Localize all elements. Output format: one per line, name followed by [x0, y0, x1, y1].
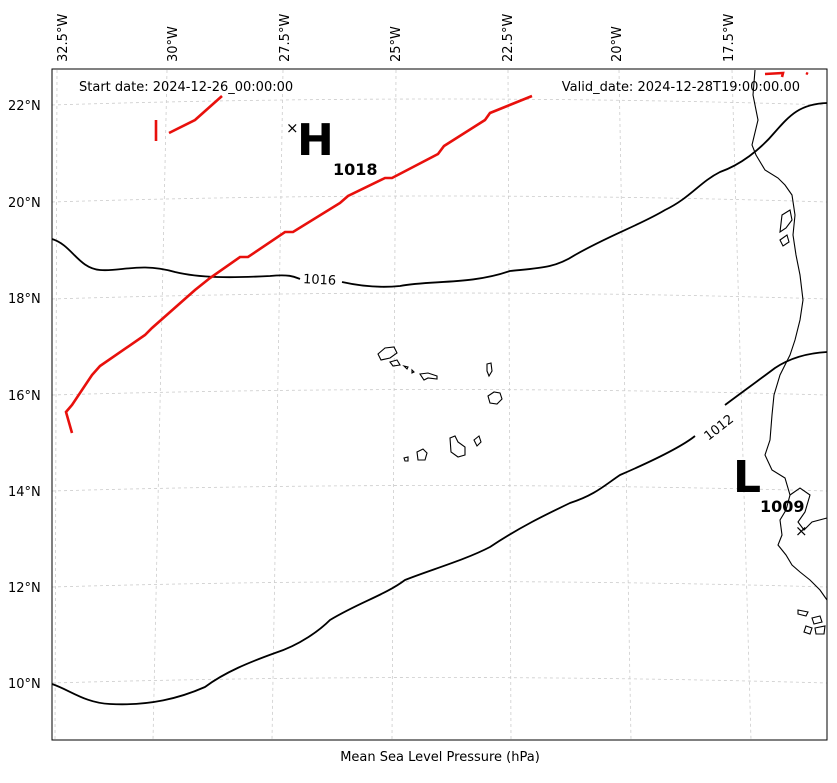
lat-tick-10n: 10°N — [8, 677, 41, 692]
valid-date-label: Valid_date: 2024-12-28T19:00:00.00 — [562, 80, 800, 95]
isobar-label-1016: 1016 — [303, 272, 337, 289]
lat-tick-22n: 22°N — [8, 99, 41, 114]
meridian-25w — [391, 69, 397, 741]
lon-tick-27-5w: 27.5°W — [278, 14, 293, 62]
lat-tick-20n: 20°N — [8, 196, 41, 211]
front-fragment-west — [154, 95, 223, 141]
high-center-marker: × — [286, 119, 299, 137]
parallel-12n — [51, 581, 828, 588]
low-center-marker: × — [795, 522, 808, 540]
latitude-ticks: 22°N 20°N 18°N 16°N 14°N 12°N 10°N — [8, 99, 41, 692]
boa-vista-island — [487, 391, 503, 405]
map-frame — [51, 68, 828, 741]
meridian-17-5w — [731, 69, 752, 741]
parallel-16n — [51, 389, 828, 396]
santo-antao-island — [377, 346, 398, 361]
low-pressure-letter: L — [733, 452, 761, 503]
lat-tick-14n: 14°N — [8, 485, 41, 500]
brava-island — [403, 456, 409, 462]
lon-tick-32-5w: 32.5°W — [56, 14, 71, 62]
santiago-island — [449, 435, 466, 458]
bijagos-islands — [797, 609, 826, 635]
fogo-island — [416, 448, 428, 461]
fronts — [64, 71, 809, 434]
cape-verde-islands — [377, 346, 503, 462]
front-fragment-northeast — [764, 71, 809, 78]
sao-vicente-island — [389, 359, 401, 367]
pressure-centers: × H 1018 × L 1009 — [286, 115, 808, 540]
parallel-20n — [51, 195, 828, 203]
meridian-22-5w — [507, 69, 512, 741]
santa-luzia-island — [402, 364, 415, 374]
lon-tick-20w: 20°W — [610, 26, 625, 62]
isobar-1016 — [51, 102, 828, 288]
coastal-islets — [779, 209, 793, 247]
isobar-label-1012: 1012 — [702, 412, 737, 444]
african-interior-edge — [789, 487, 828, 531]
sao-nicolau-island — [419, 372, 438, 381]
sal-island — [486, 362, 493, 378]
lat-tick-12n: 12°N — [8, 581, 41, 596]
africa-coastline — [751, 69, 828, 601]
coastline — [751, 69, 828, 635]
front-line — [64, 94, 533, 434]
lat-tick-16n: 16°N — [8, 389, 41, 404]
lat-tick-18n: 18°N — [8, 292, 41, 307]
lon-tick-17-5w: 17.5°W — [722, 14, 737, 62]
isobars: 1016 1012 — [51, 102, 828, 706]
start-date-label: Start date: 2024-12-26_00:00:00 — [79, 80, 293, 95]
high-pressure-value: 1018 — [333, 160, 378, 179]
lon-tick-30w: 30°W — [166, 26, 181, 62]
low-pressure-value: 1009 — [760, 497, 805, 516]
isobar-1012 — [51, 351, 828, 706]
parallel-10n — [51, 677, 828, 684]
meridian-20w — [618, 69, 632, 741]
meridian-30w — [152, 69, 168, 741]
meridian-32-5w — [54, 69, 58, 741]
graticule — [51, 69, 828, 741]
high-pressure-letter: H — [297, 115, 334, 166]
parallel-18n — [51, 292, 828, 300]
meridian-27-5w — [271, 69, 284, 741]
lon-tick-22-5w: 22.5°W — [501, 14, 516, 62]
map-caption: Mean Sea Level Pressure (hPa) — [340, 750, 540, 765]
lon-tick-25w: 25°W — [389, 26, 404, 62]
maio-island — [473, 435, 482, 447]
parallel-14n — [51, 485, 828, 492]
parallel-22n — [51, 98, 828, 106]
longitude-ticks: 32.5°W 30°W 27.5°W 25°W 22.5°W 20°W 17.5… — [56, 14, 737, 62]
